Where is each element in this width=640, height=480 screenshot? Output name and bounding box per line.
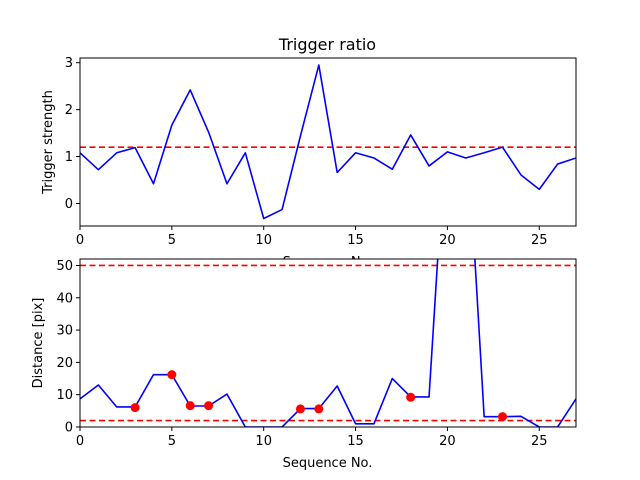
top-x-tick-label: 5 (168, 233, 176, 248)
top-series-line-0 (80, 64, 576, 220)
bottom-x-axis-label: Sequence No. (283, 456, 373, 471)
bottom-series-line-0 (80, 259, 576, 427)
top-x-tick-label: 20 (439, 233, 456, 248)
bottom-x-tick-label: 0 (76, 434, 84, 449)
bottom-marker-point (314, 404, 324, 414)
top-x-tick-label: 25 (531, 233, 548, 248)
top-chart-title: Trigger ratio (278, 35, 376, 54)
top-y-tick-label: 1 (65, 150, 73, 165)
bottom-y-tick-label: 50 (56, 259, 73, 274)
bottom-y-tick-label: 0 (65, 421, 73, 436)
top-axes-frame (79, 57, 577, 227)
top-x-tick-label: 15 (347, 233, 364, 248)
bottom-x-tick-label: 5 (168, 434, 176, 449)
top-y-tick-label: 2 (65, 103, 73, 118)
bottom-y-tick-label: 30 (56, 324, 73, 339)
bottom-x-tick-label: 15 (347, 434, 364, 449)
bottom-marker-point (167, 370, 177, 380)
top-y-axis-label: Trigger strength (41, 90, 56, 195)
bottom-y-tick-label: 20 (56, 356, 73, 371)
top-x-tick-label: 0 (76, 233, 84, 248)
top-y-tick-label: 0 (65, 197, 73, 212)
bottom-marker-point (130, 403, 140, 413)
bottom-marker-point (498, 412, 508, 422)
bottom-x-tick-label: 20 (439, 434, 456, 449)
bottom-marker-point (204, 401, 214, 411)
bottom-y-tick-label: 10 (56, 388, 73, 403)
bottom-marker-point (406, 392, 416, 402)
bottom-x-tick-label: 25 (531, 434, 548, 449)
bottom-y-axis-label: Distance [pix] (31, 298, 46, 389)
bottom-subplot: 0 5 10 15 20 25 0 10 20 30 40 50 Sequence No. Dist… (31, 258, 577, 471)
top-y-tick-label: 3 (65, 56, 73, 71)
bottom-marker-point (185, 401, 195, 411)
bottom-y-tick-label: 40 (56, 291, 73, 306)
bottom-marker-point (295, 404, 305, 414)
top-x-tick-label: 10 (255, 233, 272, 248)
bottom-x-tick-label: 10 (255, 434, 272, 449)
bottom-axes-frame (79, 258, 577, 428)
